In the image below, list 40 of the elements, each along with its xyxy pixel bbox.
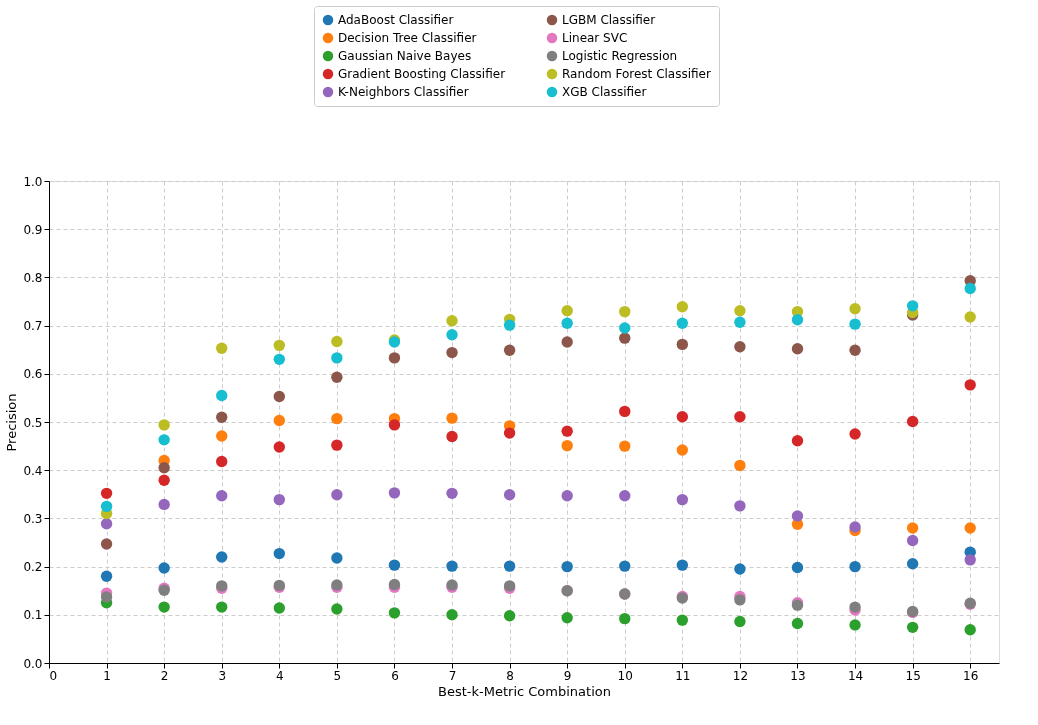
y-tick-label: 0.7: [23, 319, 43, 334]
legend-label: Logistic Regression: [562, 49, 678, 63]
x-tick-label: 16: [963, 668, 979, 683]
legend-label: Gaussian Naive Bayes: [338, 49, 472, 63]
y-tick-label: 0.9: [23, 222, 43, 237]
y-tick-label: 0.1: [23, 608, 43, 623]
x-tick-label: 5: [333, 668, 342, 683]
legend-label: LGBM Classifier: [562, 13, 656, 27]
x-tick-label: 15: [905, 668, 921, 683]
y-tick-label: 0.6: [23, 367, 43, 382]
legend-label: XGB Classifier: [562, 85, 647, 99]
y-tick-label: 0.0: [23, 656, 43, 671]
y-tick-label: 0.5: [23, 415, 43, 430]
x-axis-title: Best-k-Metric Combination: [438, 683, 611, 699]
x-tick-label: 3: [218, 668, 227, 683]
y-tick-label: 1.0: [23, 174, 43, 189]
legend-label: K-Neighbors Classifier: [338, 85, 469, 99]
x-tick-label: 10: [617, 668, 633, 683]
x-tick-label: 8: [506, 668, 514, 683]
y-tick-label: 0.8: [23, 270, 43, 285]
x-tick-label: 12: [732, 668, 749, 683]
legend-label: AdaBoost Classifier: [338, 13, 454, 27]
y-axis-title: Precision: [4, 393, 20, 452]
y-tick-label: 0.4: [23, 463, 43, 478]
x-tick-label: 9: [563, 668, 572, 683]
x-tick-label: 7: [448, 668, 457, 683]
y-tick-label: 0.3: [23, 511, 43, 526]
legend-label: Gradient Boosting Classifier: [338, 67, 506, 81]
legend-label: Decision Tree Classifier: [338, 31, 477, 45]
x-tick-label: 0: [49, 668, 58, 683]
legend-label: Random Forest Classifier: [562, 67, 711, 81]
x-tick-label: 13: [790, 668, 806, 683]
x-tick-label: 6: [391, 668, 399, 683]
y-tick-label: 0.2: [23, 560, 43, 575]
x-tick-label: 1: [103, 668, 111, 683]
x-tick-label: 14: [847, 668, 864, 683]
x-tick-label: 2: [160, 668, 169, 683]
x-tick-label: 4: [275, 668, 284, 683]
legend-label: Linear SVC: [562, 31, 628, 45]
x-tick-label: 11: [675, 668, 691, 683]
